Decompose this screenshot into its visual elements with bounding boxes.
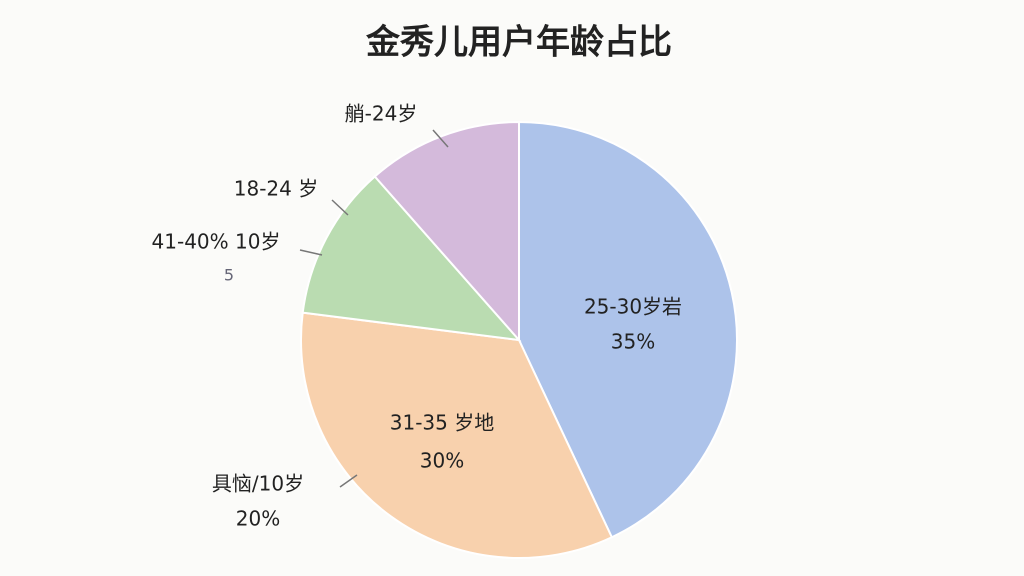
slice-label: 具恼/10岁 <box>212 472 304 496</box>
slice-label: 31-35 岁地 <box>390 411 494 435</box>
slice-label: 艄-24岁 <box>345 102 418 126</box>
leader-line <box>339 474 358 488</box>
pie-slice <box>373 120 520 343</box>
slice-label: 41-40% 10岁 <box>152 230 281 254</box>
pie-slice <box>301 175 522 342</box>
slice-label: 30% <box>420 449 464 473</box>
slice-label: 25-30岁岩 <box>584 295 682 319</box>
pie-slice <box>300 311 614 559</box>
leader-line <box>432 129 449 148</box>
slice-label: 18-24 岁 <box>234 177 318 201</box>
chart-title: 金秀儿用户年龄占比 <box>365 23 672 63</box>
leader-line <box>331 199 349 216</box>
slice-label: 35% <box>611 330 655 354</box>
leader-line <box>299 249 323 256</box>
pie <box>300 120 738 559</box>
slice-label: 20% <box>236 507 280 531</box>
pie-slice <box>518 120 738 539</box>
slice-label: 5 <box>224 266 234 285</box>
